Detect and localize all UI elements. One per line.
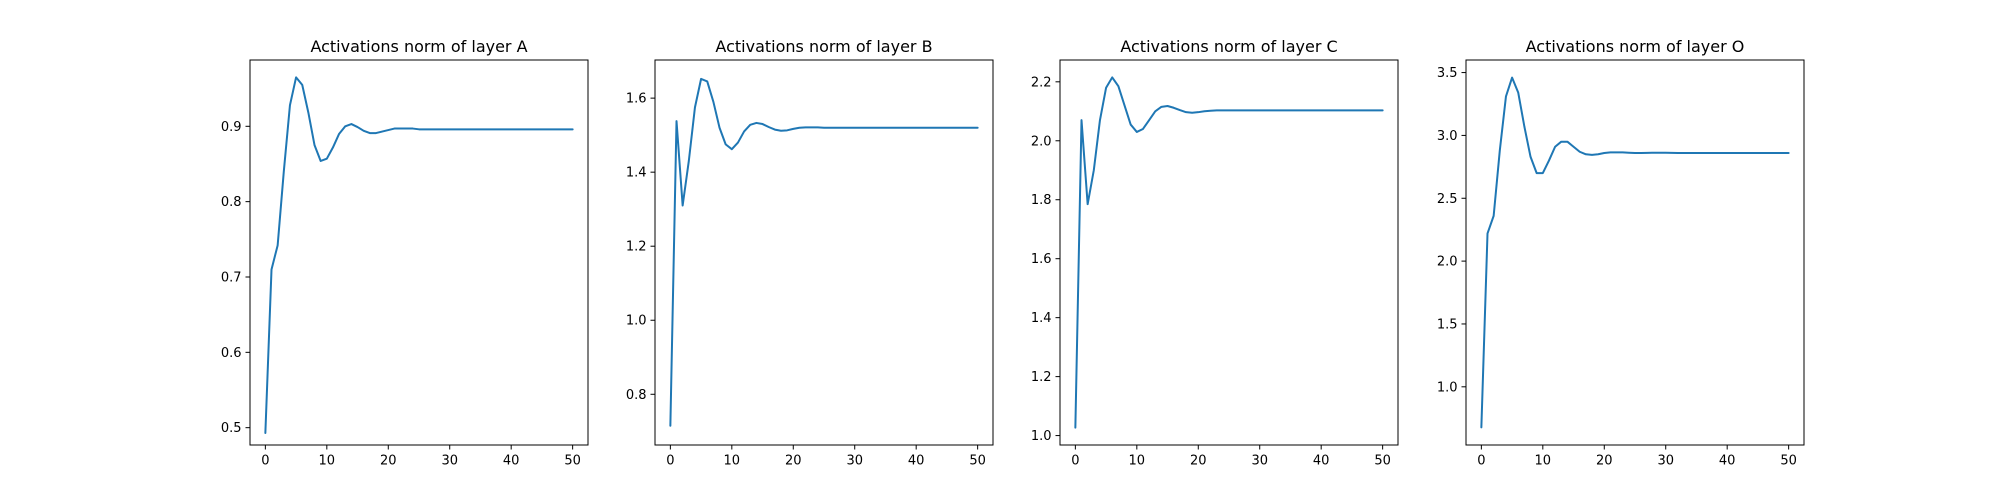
- tick-group: 0 10 20 30 40 50 0.8 1.0 1.2 1.4 1.6: [626, 92, 986, 469]
- y-tick-label: 1.0: [1437, 380, 1458, 395]
- axes-frame: [1059, 59, 1399, 446]
- chart-title: Activations norm of layer C: [1120, 37, 1337, 56]
- subplot-4: Activations norm of layer O 0 10 20 30 40 50 1…: [1437, 37, 1805, 469]
- axes-frame: [654, 59, 994, 446]
- y-tick-label: 1.6: [1031, 252, 1052, 267]
- series-line: [669, 77, 979, 427]
- x-tick-label: 10: [1535, 454, 1552, 469]
- y-tick-label: 2.0: [1031, 134, 1052, 149]
- chart-title: Activations norm of layer O: [1526, 37, 1745, 56]
- y-tick-label: 1.0: [1031, 429, 1052, 444]
- x-tick-label: 40: [1719, 454, 1736, 469]
- series-line: [1074, 76, 1384, 429]
- y-tick-label: 1.4: [1031, 311, 1052, 326]
- subplot-1: Activations norm of layer A 0 10 20 30 40 500…: [221, 37, 589, 469]
- x-tick-label: 50: [1780, 454, 1797, 469]
- y-tick-label: 3.5: [1437, 66, 1458, 81]
- y-tick-label: 3.0: [1437, 129, 1458, 144]
- x-tick-label: 30: [1251, 454, 1268, 469]
- y-tick-label: 0.5: [221, 421, 242, 436]
- chart-title: Activations norm of layer A: [310, 37, 527, 56]
- y-tick-label: 0.6: [221, 346, 242, 361]
- y-tick-label: 1.4: [626, 166, 647, 181]
- axes-frame: [1465, 59, 1805, 446]
- x-tick-label: 40: [908, 454, 925, 469]
- x-tick-label: 40: [503, 454, 520, 469]
- x-tick-label: 30: [846, 454, 863, 469]
- y-tick-label: 0.9: [221, 120, 242, 135]
- x-tick-label: 0: [1071, 454, 1079, 469]
- tick-group: 0 10 20 30 40 50 1.0 1.2 1.4 1.6 1.8 2.0 2.2: [1031, 75, 1391, 468]
- subplot-2: Activations norm of layer B 0 10 20 30 40 500…: [626, 37, 994, 469]
- y-tick-label: 1.6: [626, 92, 647, 107]
- x-tick-label: 40: [1313, 454, 1330, 469]
- y-tick-label: 0.8: [626, 388, 647, 403]
- x-tick-label: 50: [564, 454, 581, 469]
- tick-group: 0 10 20 30 40 50 1.0 1.5 2.0 2.5 3.0 3.5: [1437, 66, 1797, 468]
- x-tick-label: 20: [1596, 454, 1613, 469]
- y-tick-label: 1.2: [1031, 370, 1052, 385]
- x-tick-label: 20: [1190, 454, 1207, 469]
- tick-group: 0 10 20 30 40 50 0.5 0.6 0.7 0.8 0.9: [221, 120, 581, 469]
- y-tick-label: 0.7: [221, 270, 242, 285]
- y-tick-label: 2.5: [1437, 192, 1458, 207]
- series-line: [264, 76, 574, 434]
- y-tick-label: 1.5: [1437, 317, 1458, 332]
- y-tick-label: 1.8: [1031, 193, 1052, 208]
- series-line: [1480, 76, 1790, 429]
- x-tick-label: 30: [441, 454, 458, 469]
- x-tick-label: 50: [969, 454, 986, 469]
- x-tick-label: 50: [1374, 454, 1391, 469]
- subplot-3: Activations norm of layer C 0 10 20 30 40 50 1…: [1031, 37, 1399, 469]
- y-tick-label: 2.2: [1031, 75, 1052, 90]
- x-tick-label: 10: [319, 454, 336, 469]
- y-tick-label: 1.0: [626, 314, 647, 329]
- x-tick-label: 10: [1129, 454, 1146, 469]
- x-tick-label: 10: [724, 454, 741, 469]
- x-tick-label: 0: [666, 454, 674, 469]
- y-tick-label: 0.8: [221, 195, 242, 210]
- axes-frame: [249, 59, 589, 446]
- x-tick-label: 20: [785, 454, 802, 469]
- y-tick-label: 1.2: [626, 240, 647, 255]
- chart-title: Activations norm of layer B: [715, 37, 932, 56]
- x-tick-label: 0: [1477, 454, 1485, 469]
- x-tick-label: 30: [1657, 454, 1674, 469]
- x-tick-label: 20: [380, 454, 397, 469]
- y-tick-label: 2.0: [1437, 255, 1458, 270]
- x-tick-label: 0: [261, 454, 269, 469]
